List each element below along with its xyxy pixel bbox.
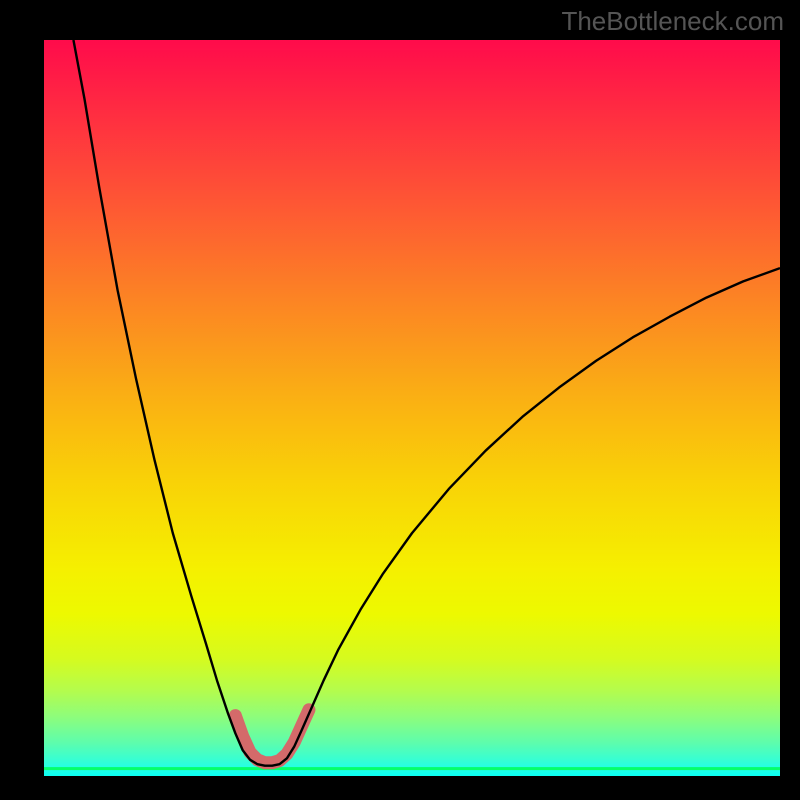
plot-area xyxy=(44,40,780,776)
plot-svg xyxy=(44,40,780,776)
baseline-strip xyxy=(44,767,780,770)
plot-background xyxy=(44,40,780,776)
watermark-text: TheBottleneck.com xyxy=(561,6,784,37)
